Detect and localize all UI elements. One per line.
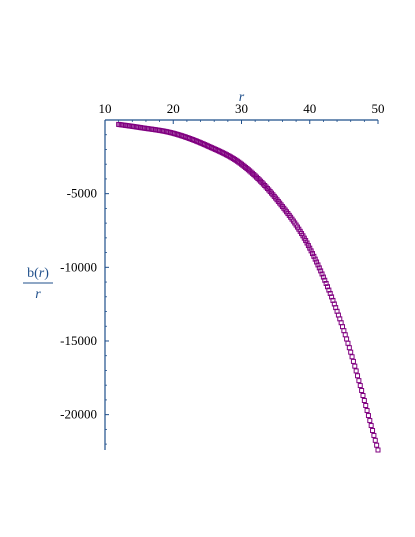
series-0-point <box>262 183 268 188</box>
series-0-point <box>251 172 257 178</box>
series-0-point <box>323 280 329 286</box>
y-axis-label-denominator: r <box>35 287 41 302</box>
series-0-point <box>340 324 346 330</box>
series-0-point <box>365 413 371 419</box>
series-0-point <box>312 256 318 262</box>
series-0-point <box>305 243 311 249</box>
y-tick-label--15000: -15000 <box>60 333 97 348</box>
series-0-point <box>324 284 330 290</box>
series-0-point <box>344 336 350 342</box>
series-0-point <box>318 268 324 274</box>
series-0-point <box>368 423 374 429</box>
series-0-point <box>359 388 365 394</box>
x-tick-label-30: 30 <box>235 101 248 116</box>
series-0-point <box>320 274 326 280</box>
series-0-point <box>311 253 317 259</box>
series-0-point <box>375 447 381 453</box>
series-0-point <box>346 345 352 351</box>
series-0-point <box>319 271 325 277</box>
series-0-point <box>361 398 367 403</box>
series-0-point <box>353 368 359 374</box>
x-tick-label-50: 50 <box>372 101 385 116</box>
series-0-point <box>363 403 369 409</box>
x-axis-label: r <box>239 90 245 105</box>
series-0-point <box>307 245 313 251</box>
series-0-point <box>326 287 332 293</box>
series-0-point <box>371 432 377 438</box>
x-tick-label-20: 20 <box>167 101 180 116</box>
series-0-point <box>374 442 380 448</box>
series-0-point <box>315 262 321 268</box>
series-0-point <box>355 373 361 379</box>
series-0-point <box>370 428 376 434</box>
series-0-point <box>316 265 322 271</box>
series-0-point <box>360 392 366 398</box>
series-0-point <box>349 354 355 360</box>
series-0-point <box>357 383 363 389</box>
series-0-point <box>254 174 260 180</box>
series-0-point <box>256 177 262 183</box>
series-0-point <box>341 328 347 334</box>
x-tick-label-10: 10 <box>99 101 112 116</box>
series-0-point <box>348 349 354 355</box>
series-0-point <box>327 290 333 296</box>
labels-layer: 10 20 30 40 50 -5000 -10000 -15000 -20000 r b(r) r <box>23 90 385 422</box>
series-0-point <box>372 437 378 443</box>
y-tick-label--20000: -20000 <box>60 407 97 422</box>
series-0-point <box>322 277 328 283</box>
series-0-point <box>356 378 362 384</box>
series-0-point <box>255 175 261 181</box>
x-tick-label-40: 40 <box>303 101 316 116</box>
y-axis-label-numerator: b(r) <box>27 266 49 281</box>
series-0-point <box>260 181 266 187</box>
series-0-point <box>308 248 314 254</box>
series-0-point <box>367 418 373 424</box>
y-tick-label--10000: -10000 <box>60 259 97 274</box>
y-tick-label--5000: -5000 <box>67 186 97 201</box>
series-0-point <box>304 240 310 246</box>
series-0-point <box>342 332 348 338</box>
series-0-point <box>345 340 351 346</box>
series-layer <box>116 121 381 453</box>
series-0-point <box>350 358 356 364</box>
series-0-point <box>259 180 265 186</box>
series-0-point <box>249 170 255 176</box>
series-0-point <box>258 178 264 184</box>
axes-layer <box>104 119 379 450</box>
series-0-point <box>364 408 370 414</box>
series-0-point <box>314 259 320 265</box>
series-0-point <box>309 251 315 257</box>
series-0-point <box>352 363 358 369</box>
series-0-point <box>252 173 258 179</box>
